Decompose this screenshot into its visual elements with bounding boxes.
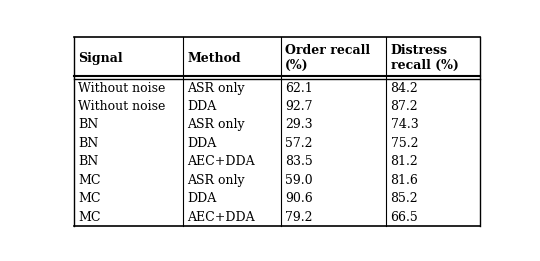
Text: 90.6: 90.6 — [285, 192, 313, 205]
Text: Without noise: Without noise — [78, 82, 165, 95]
Text: 29.3: 29.3 — [285, 118, 313, 132]
Text: ASR only: ASR only — [187, 82, 245, 95]
Text: BN: BN — [78, 137, 98, 150]
Text: AEC+DDA: AEC+DDA — [187, 155, 255, 168]
Text: ASR only: ASR only — [187, 174, 245, 187]
Text: MC: MC — [78, 211, 100, 224]
Text: 85.2: 85.2 — [390, 192, 418, 205]
Text: AEC+DDA: AEC+DDA — [187, 211, 255, 224]
Text: Method: Method — [187, 52, 241, 65]
Text: 74.3: 74.3 — [390, 118, 418, 132]
Text: 57.2: 57.2 — [285, 137, 313, 150]
Text: 81.2: 81.2 — [390, 155, 418, 168]
Text: Signal: Signal — [78, 52, 123, 65]
Text: 75.2: 75.2 — [390, 137, 418, 150]
Text: 62.1: 62.1 — [285, 82, 313, 95]
Text: Order recall
(%): Order recall (%) — [285, 44, 370, 72]
Text: DDA: DDA — [187, 100, 217, 113]
Text: 83.5: 83.5 — [285, 155, 313, 168]
Text: 81.6: 81.6 — [390, 174, 418, 187]
Text: 79.2: 79.2 — [285, 211, 313, 224]
Text: DDA: DDA — [187, 137, 217, 150]
Text: 84.2: 84.2 — [390, 82, 418, 95]
Text: DDA: DDA — [187, 192, 217, 205]
Text: BN: BN — [78, 155, 98, 168]
Text: ASR only: ASR only — [187, 118, 245, 132]
Text: 92.7: 92.7 — [285, 100, 313, 113]
Text: 59.0: 59.0 — [285, 174, 313, 187]
Text: Distress
recall (%): Distress recall (%) — [390, 44, 458, 72]
Text: MC: MC — [78, 192, 100, 205]
Text: 66.5: 66.5 — [390, 211, 418, 224]
Text: Without noise: Without noise — [78, 100, 165, 113]
Text: BN: BN — [78, 118, 98, 132]
Text: MC: MC — [78, 174, 100, 187]
Text: 87.2: 87.2 — [390, 100, 418, 113]
